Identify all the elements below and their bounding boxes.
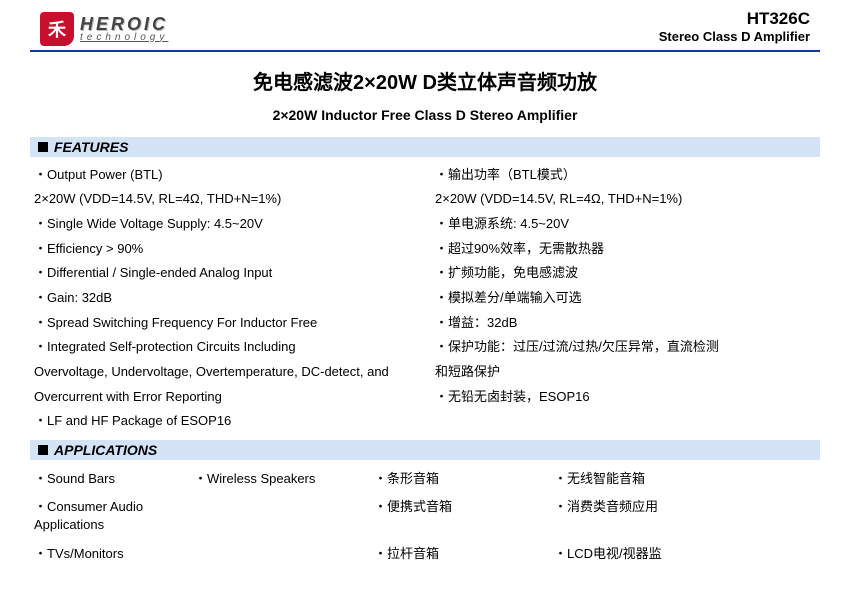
brand-tagline: technology — [80, 33, 168, 43]
feature-item: 扩频功能，免电感滤波 — [435, 261, 816, 286]
logo-block: 禾 HEROIC technology — [40, 12, 168, 46]
part-number: HT326C — [659, 8, 810, 29]
app-item: Sound Bars — [34, 470, 184, 488]
feature-item: 2×20W (VDD=14.5V, RL=4Ω, THD+N=1%) — [435, 187, 816, 212]
section-label: APPLICATIONS — [54, 442, 157, 458]
app-item-empty — [194, 545, 364, 563]
title-chinese: 免电感滤波2×20W D类立体声音频功放 — [30, 66, 820, 95]
features-grid: Output Power (BTL) 2×20W (VDD=14.5V, RL=… — [30, 163, 820, 435]
feature-item: 增益：32dB — [435, 311, 816, 336]
section-header-features: FEATURES — [30, 137, 820, 157]
feature-item: Efficiency > 90% — [34, 237, 415, 262]
feature-item: 超过90%效率，无需散热器 — [435, 237, 816, 262]
logo-seal-icon: 禾 — [40, 12, 74, 46]
feature-item: Gain: 32dB — [34, 286, 415, 311]
app-item: TVs/Monitors — [34, 545, 184, 563]
app-item: 便携式音箱 — [374, 498, 544, 534]
feature-item: 保护功能：过压/过流/过热/欠压异常，直流检测 — [435, 335, 816, 360]
app-item: 拉杆音箱 — [374, 545, 544, 563]
section-label: FEATURES — [54, 139, 128, 155]
page-header: 禾 HEROIC technology HT326C Stereo Class … — [30, 0, 820, 52]
app-item: LCD电视/视器监 — [554, 545, 724, 563]
feature-item: Integrated Self-protection Circuits Incl… — [34, 335, 415, 360]
feature-item: Differential / Single-ended Analog Input — [34, 261, 415, 286]
app-item: Consumer Audio Applications — [34, 498, 184, 534]
logo-text: HEROIC technology — [80, 15, 168, 43]
feature-item: Overvoltage, Undervoltage, Overtemperatu… — [34, 360, 415, 409]
applications-grid: Sound Bars Wireless Speakers 条形音箱 无线智能音箱… — [30, 466, 820, 563]
app-item: 消费类音频应用 — [554, 498, 724, 534]
feature-item: 单电源系统: 4.5~20V — [435, 212, 816, 237]
app-item: Wireless Speakers — [194, 470, 364, 488]
part-block: HT326C Stereo Class D Amplifier — [659, 8, 810, 46]
feature-item: 无铅无卤封装，ESOP16 — [435, 385, 816, 410]
feature-item: 2×20W (VDD=14.5V, RL=4Ω, THD+N=1%) — [34, 187, 415, 212]
features-column-chinese: 输出功率（BTL模式） 2×20W (VDD=14.5V, RL=4Ω, THD… — [435, 163, 816, 435]
app-item: 条形音箱 — [374, 470, 544, 488]
feature-item: 和短路保护 — [435, 360, 816, 385]
section-header-applications: APPLICATIONS — [30, 440, 820, 460]
feature-item: 输出功率（BTL模式） — [435, 163, 816, 188]
app-item-empty — [194, 498, 364, 534]
feature-item: LF and HF Package of ESOP16 — [34, 409, 415, 434]
feature-item: Spread Switching Frequency For Inductor … — [34, 311, 415, 336]
title-english: 2×20W Inductor Free Class D Stereo Ampli… — [30, 107, 820, 123]
feature-item: Output Power (BTL) — [34, 163, 415, 188]
app-item: 无线智能音箱 — [554, 470, 724, 488]
feature-item: 模拟差分/单端输入可选 — [435, 286, 816, 311]
features-column-english: Output Power (BTL) 2×20W (VDD=14.5V, RL=… — [34, 163, 415, 435]
feature-item: Single Wide Voltage Supply: 4.5~20V — [34, 212, 415, 237]
part-description: Stereo Class D Amplifier — [659, 29, 810, 45]
brand-name: HEROIC — [80, 15, 168, 33]
